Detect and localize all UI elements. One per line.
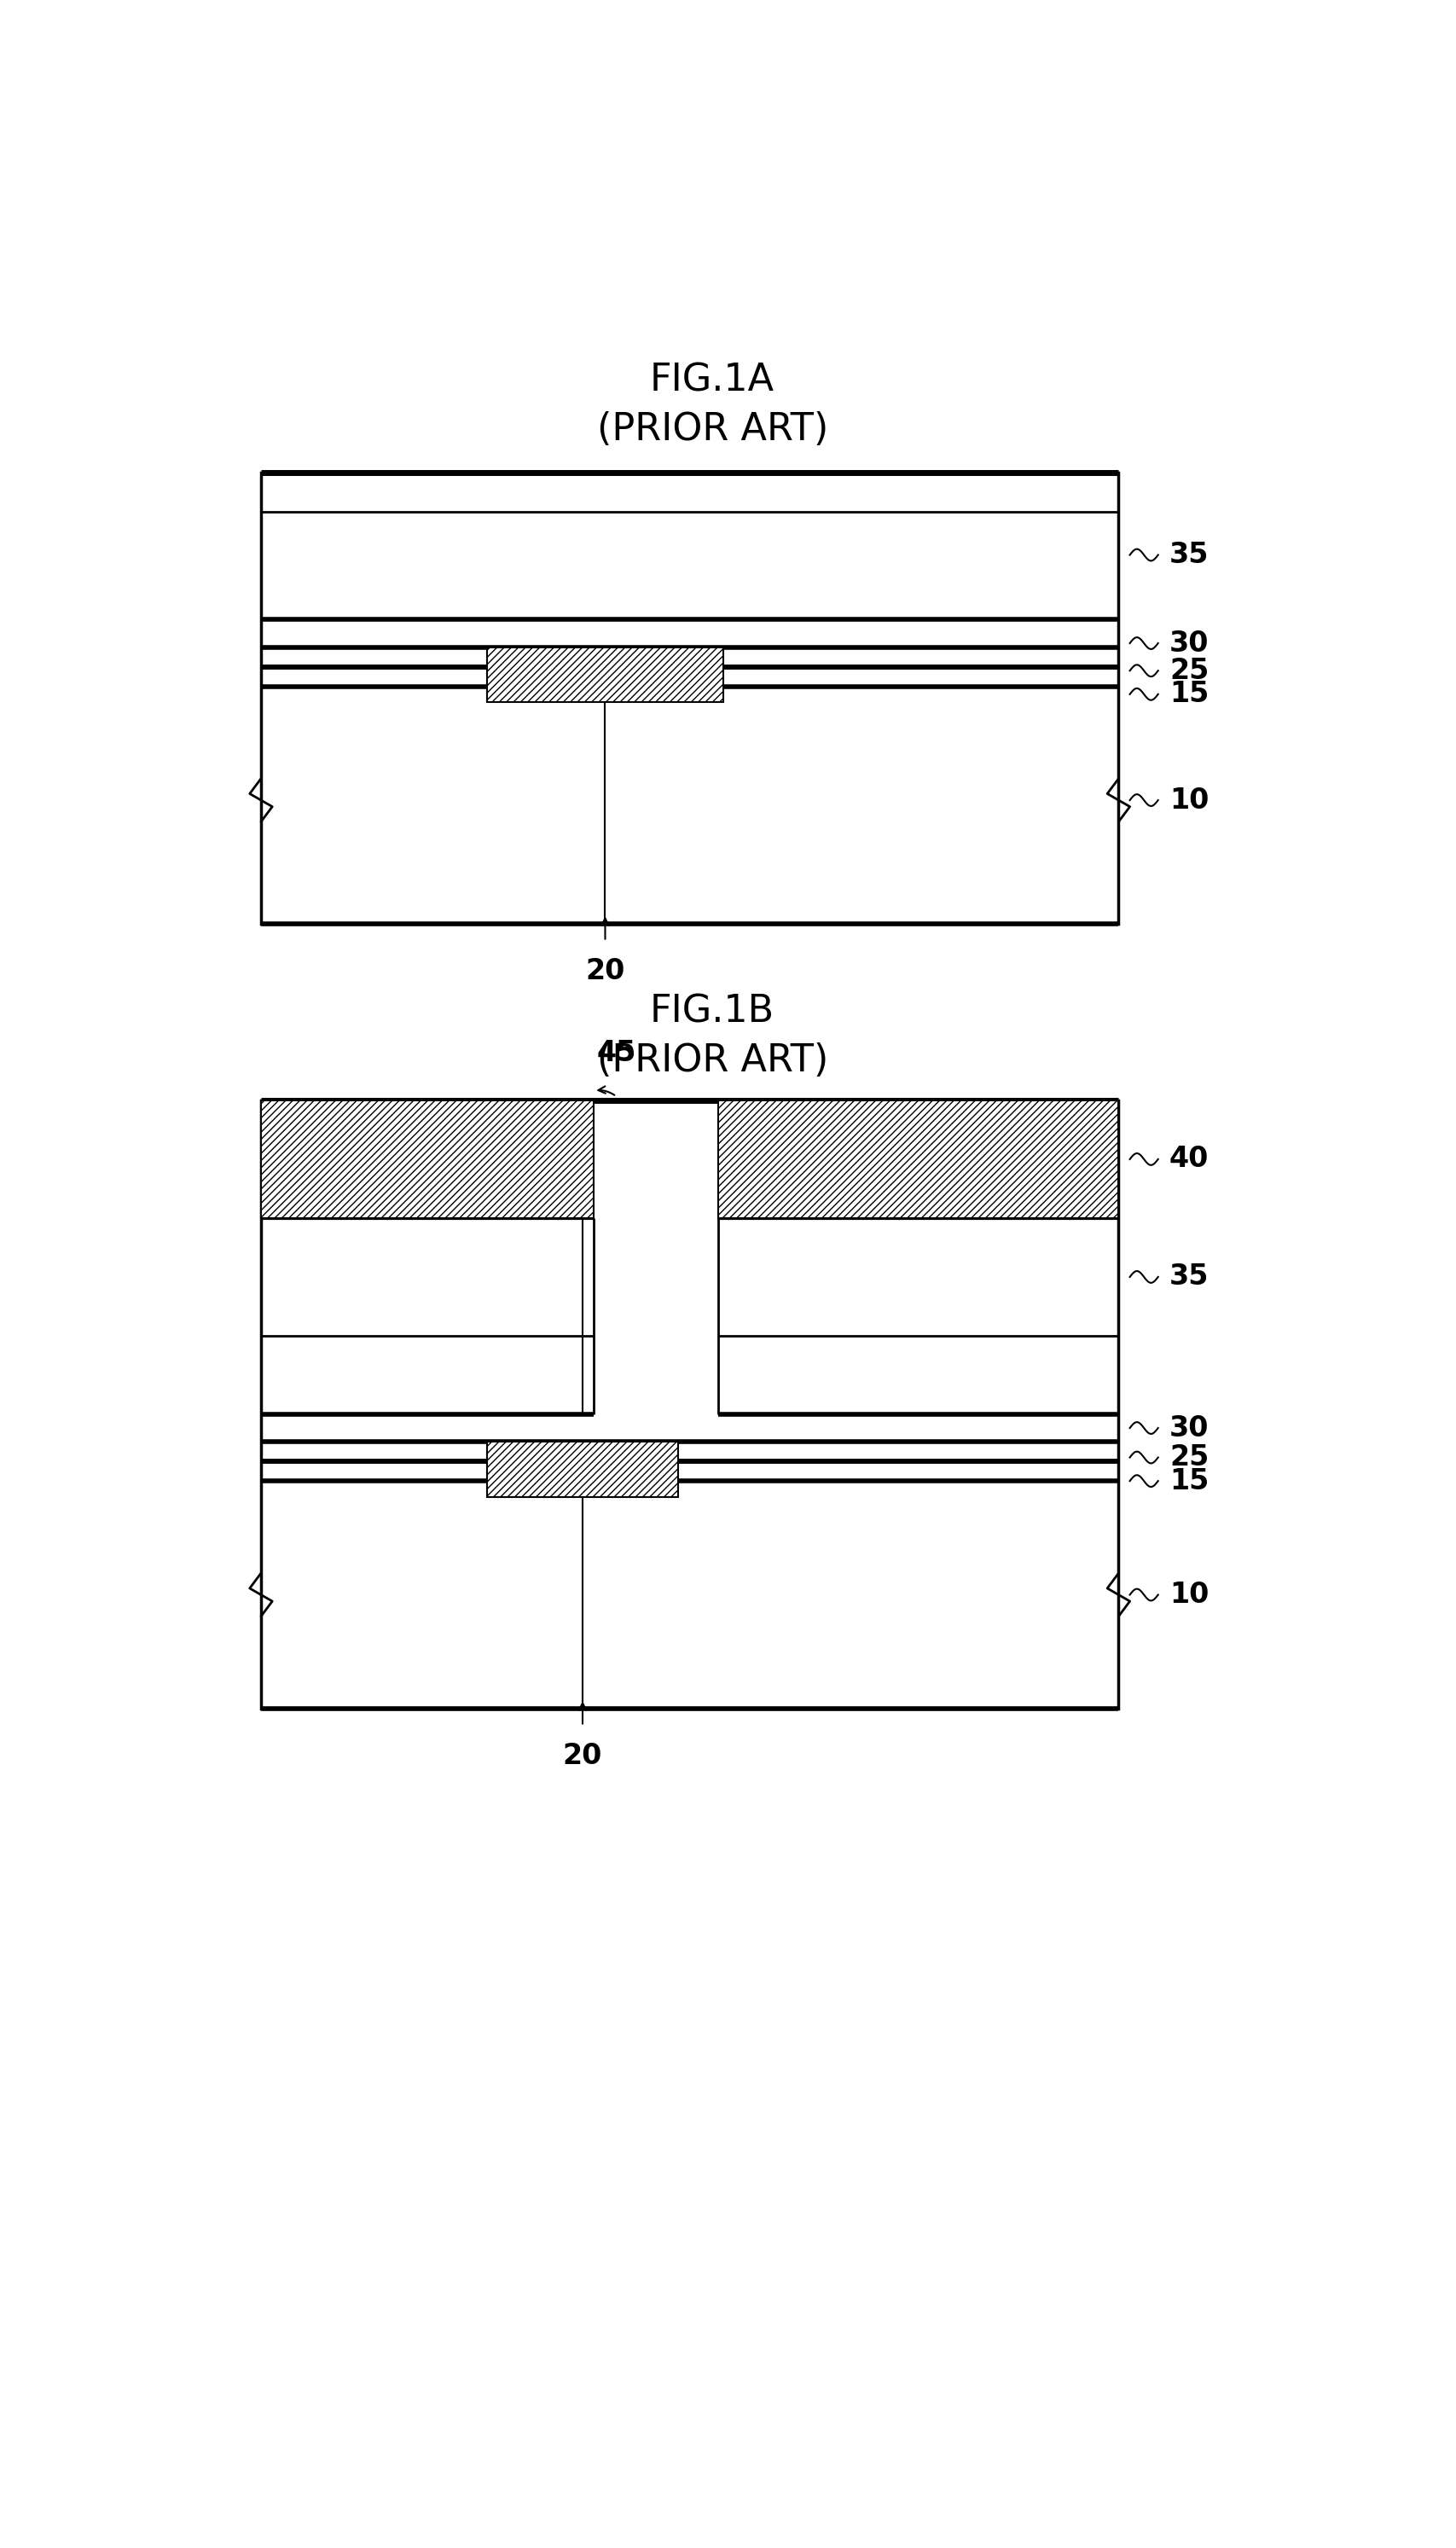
Text: 30: 30: [1169, 1414, 1208, 1442]
Bar: [718, 1101, 1118, 1218]
Text: 40: 40: [1169, 1144, 1208, 1172]
Text: 25: 25: [1169, 657, 1208, 685]
Text: 45: 45: [597, 1040, 636, 1068]
Bar: [261, 1101, 1118, 1710]
Text: 15: 15: [1169, 680, 1208, 708]
Text: 35: 35: [1169, 540, 1208, 568]
Text: (PRIOR ART): (PRIOR ART): [597, 1042, 828, 1080]
Bar: [486, 647, 724, 703]
Text: 35: 35: [1169, 1264, 1208, 1292]
Text: 25: 25: [1169, 1442, 1208, 1473]
Text: 15: 15: [1169, 1468, 1208, 1496]
Text: 20: 20: [563, 1743, 603, 1771]
Text: 30: 30: [1169, 629, 1208, 657]
Bar: [261, 471, 1118, 925]
Text: 20: 20: [585, 958, 625, 986]
Bar: [486, 1442, 678, 1496]
Text: 10: 10: [1169, 1580, 1208, 1608]
Text: FIG.1A: FIG.1A: [649, 362, 775, 397]
Text: 10: 10: [1169, 787, 1208, 815]
Text: (PRIOR ART): (PRIOR ART): [597, 410, 828, 448]
Text: FIG.1B: FIG.1B: [649, 994, 775, 1029]
Bar: [261, 1101, 594, 1218]
